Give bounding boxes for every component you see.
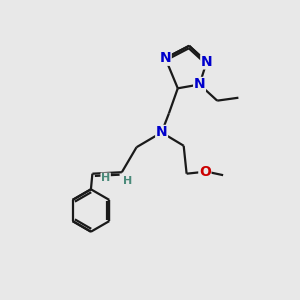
Text: H: H <box>101 173 110 183</box>
Text: N: N <box>160 51 171 65</box>
Text: N: N <box>194 77 205 92</box>
Text: N: N <box>156 125 167 140</box>
Text: H: H <box>122 176 132 186</box>
Text: N: N <box>201 55 212 69</box>
Text: O: O <box>199 165 211 179</box>
